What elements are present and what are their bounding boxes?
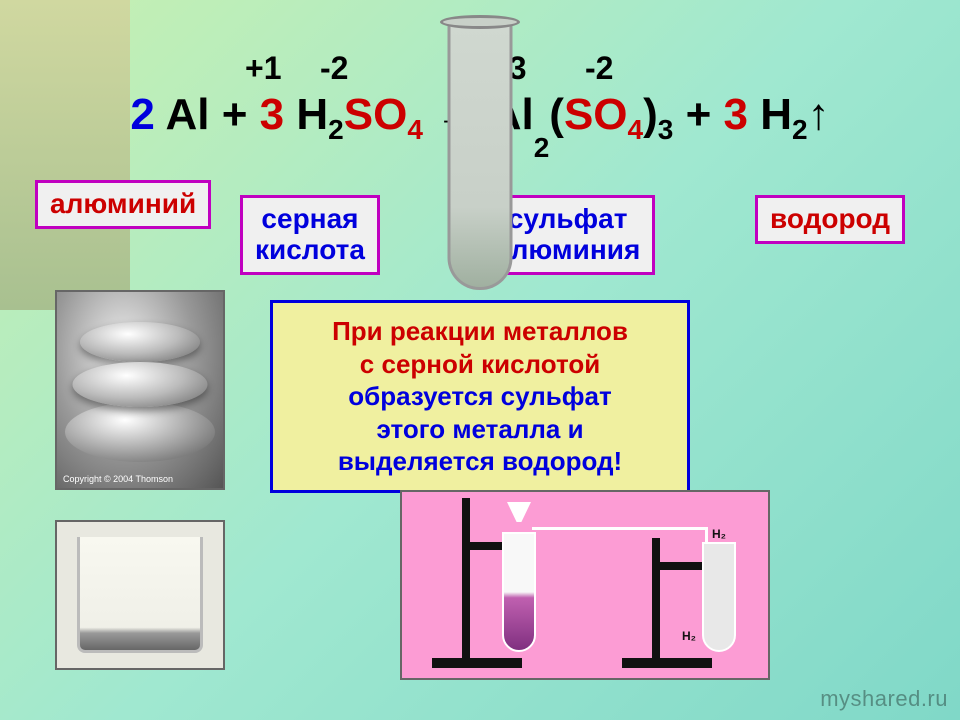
- stand-base-2: [622, 658, 712, 668]
- eq-so4: SO: [344, 90, 408, 139]
- label-hydrogen: водород: [755, 195, 905, 244]
- charge-so4-right: -2: [585, 50, 613, 87]
- eq-al: Al: [165, 90, 209, 139]
- eq-al2-sub: 2: [534, 132, 550, 163]
- image-aluminium-metal: Copyright © 2004 Thomson: [55, 290, 225, 490]
- stand-base-1: [432, 658, 522, 668]
- image-beaker: [55, 520, 225, 670]
- testtube-rim: [440, 15, 520, 29]
- eq-3-sub: 3: [658, 114, 674, 145]
- label-alsulf-l2: алюминия: [495, 234, 640, 265]
- explain-l5: выделяется водород!: [338, 446, 622, 476]
- charge-so4-left: -2: [320, 50, 348, 87]
- stand-pole-1: [462, 498, 470, 668]
- stand-pole-2: [652, 538, 660, 668]
- h2-label-bottom: H₂: [682, 629, 696, 643]
- eq-gas: ↑: [808, 90, 830, 139]
- explain-l2: с серной кислотой: [360, 349, 600, 379]
- eq-plus1: +: [222, 90, 248, 139]
- label-aluminium: алюминий: [35, 180, 211, 229]
- coef-2: 2: [130, 90, 154, 139]
- eq-open: (: [549, 90, 564, 139]
- eq-h: H: [296, 90, 328, 139]
- explain-l4: этого металла и: [376, 414, 583, 444]
- label-aluminium-text: алюминий: [50, 188, 196, 219]
- h2-label-top: H₂: [712, 527, 726, 541]
- label-sulfuric-acid: серная кислота: [240, 195, 380, 275]
- image-apparatus-diagram: H₂ H₂: [400, 490, 770, 680]
- label-hydrogen-text: водород: [770, 203, 890, 234]
- image-testtube: [0, 0, 130, 310]
- label-sulfuric-l2: кислота: [255, 234, 365, 265]
- eq-so4b-sub: 4: [628, 114, 644, 145]
- testtube-body: [448, 20, 513, 290]
- apparatus-pipe: [532, 527, 707, 530]
- beaker-glass: [77, 537, 203, 653]
- funnel: [507, 502, 531, 522]
- explain-l3: образуется сульфат: [348, 381, 611, 411]
- apparatus-tube-2: [702, 542, 736, 652]
- coef-3a: 3: [260, 90, 284, 139]
- explain-l1: При реакции металлов: [332, 316, 628, 346]
- eq-plus2: +: [686, 90, 712, 139]
- stand-clamp-2: [652, 562, 702, 570]
- charge-h: +1: [245, 50, 281, 87]
- label-alsulf-l1: сульфат: [508, 203, 628, 234]
- explanation-box: При реакции металлов с серной кислотой о…: [270, 300, 690, 493]
- coef-3b: 3: [724, 90, 748, 139]
- copyright-text: Copyright © 2004 Thomson: [63, 474, 173, 484]
- eq-h2: H: [760, 90, 792, 139]
- label-sulfuric-l1: серная: [261, 203, 358, 234]
- eq-so4b: SO: [564, 90, 628, 139]
- apparatus-tube-1: [502, 532, 536, 652]
- watermark: myshared.ru: [820, 686, 948, 712]
- eq-h-sub: 2: [328, 114, 344, 145]
- eq-so4-sub: 4: [407, 114, 423, 145]
- al-blob: [65, 402, 215, 462]
- eq-h2-sub: 2: [792, 114, 808, 145]
- eq-close: ): [643, 90, 658, 139]
